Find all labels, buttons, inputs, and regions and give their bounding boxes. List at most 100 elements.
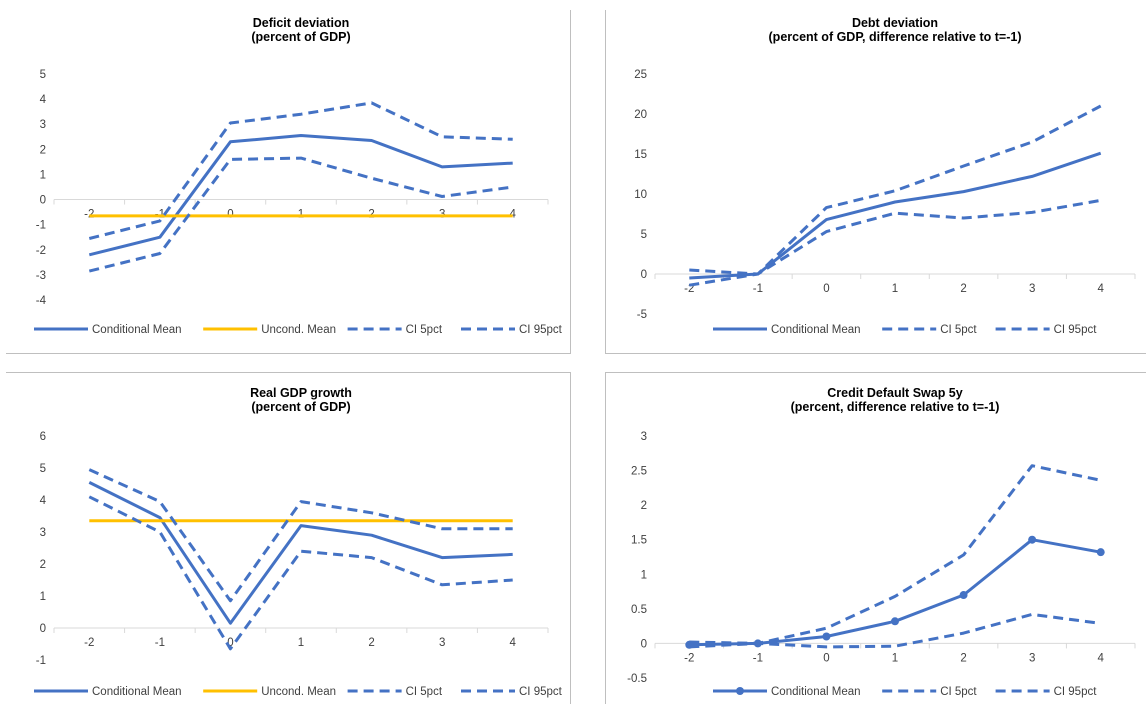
y-tick-label: 4: [40, 495, 47, 507]
y-tick-label: 0: [641, 638, 647, 650]
legend-entry: Conditional Mean: [34, 686, 182, 698]
series-line-conditional-mean: [689, 538, 1101, 647]
x-tick-label: 0: [823, 652, 829, 664]
x-tick-label: -2: [684, 652, 694, 664]
legend-label: CI 95pct: [519, 686, 563, 698]
chart-subtitle: (percent of GDP): [251, 400, 350, 414]
debt-deviation-chart: Debt deviation (percent of GDP, differenc…: [605, 10, 1146, 354]
chart-title: Deficit deviation: [253, 16, 350, 30]
legend-label: Conditional Mean: [92, 324, 182, 336]
legend-entry: CI 95pct: [461, 324, 563, 336]
x-tick-label: 2: [960, 283, 966, 295]
legend-entry: CI 5pct: [882, 324, 977, 336]
x-tick-label: 4: [510, 209, 517, 221]
y-tick-label: 4: [40, 94, 47, 106]
series-line-ci-95pct: [88, 468, 513, 603]
y-tick-label: 1.5: [631, 535, 647, 547]
legend-label: Conditional Mean: [771, 324, 861, 336]
y-tick-label: 0: [40, 195, 46, 207]
y-tick-label: -5: [637, 309, 647, 321]
legend-label: Conditional Mean: [771, 686, 861, 698]
legend-entry: CI 5pct: [347, 686, 443, 698]
chart-title: Debt deviation: [852, 16, 938, 30]
series-line-conditional-mean: [689, 151, 1102, 280]
y-tick-label: 10: [634, 189, 647, 201]
legend-label: Conditional Mean: [92, 686, 182, 698]
series-line-ci-5pct: [88, 156, 513, 273]
y-tick-label: 1: [40, 169, 46, 181]
x-tick-label: 2: [960, 652, 966, 664]
x-tick-label: -2: [84, 637, 94, 649]
legend-entry: CI 95pct: [995, 324, 1098, 336]
y-tick-label: -3: [36, 270, 46, 282]
x-tick-label: 1: [892, 652, 898, 664]
credit-default-swap-chart: Credit Default Swap 5y (percent, differen…: [605, 372, 1146, 704]
y-tick-label: 1: [40, 591, 46, 603]
y-tick-label: 2: [40, 559, 46, 571]
series-line-ci-5pct: [689, 198, 1101, 287]
chart-title: Real GDP growth: [250, 386, 352, 400]
y-tick-label: 25: [634, 69, 647, 81]
y-tick-label: 0: [641, 269, 647, 281]
x-tick-label: -1: [753, 652, 763, 664]
x-tick-label: 3: [1029, 652, 1035, 664]
x-tick-label: 4: [510, 637, 517, 649]
legend-entry: Conditional Mean: [34, 324, 182, 336]
y-tick-label: -0.5: [627, 673, 647, 685]
x-tick-label: 4: [1098, 652, 1105, 664]
legend-entry: Conditional Mean: [713, 324, 861, 336]
legend-label: CI 95pct: [1054, 324, 1098, 336]
legend-entry: CI 95pct: [995, 686, 1098, 698]
legend-entry: Conditional Mean: [713, 686, 861, 698]
x-tick-label: 2: [368, 637, 374, 649]
legend-label: CI 5pct: [940, 686, 977, 698]
legend-label: CI 95pct: [1054, 686, 1098, 698]
y-tick-label: 6: [40, 431, 46, 443]
legend-entry: Uncond. Mean: [203, 686, 336, 698]
series-line-ci-95pct: [88, 101, 513, 240]
x-tick-label: -2: [684, 283, 694, 295]
y-tick-label: 0: [40, 623, 46, 635]
chart-svg: Debt deviation(percent of GDP, differenc…: [605, 10, 1146, 354]
y-tick-label: -2: [36, 245, 46, 257]
series-line-conditional-mean: [88, 134, 513, 257]
y-tick-label: 1: [641, 569, 647, 581]
legend-label: Uncond. Mean: [261, 686, 336, 698]
x-tick-label: 4: [1098, 283, 1105, 295]
chart-svg: Deficit deviation(percent of GDP) -4 -3 -2 -…: [6, 10, 571, 354]
chart-subtitle: (percent of GDP): [251, 30, 350, 44]
x-tick-label: 0: [227, 637, 233, 649]
y-tick-label: 15: [634, 149, 647, 161]
chart-title: Credit Default Swap 5y: [827, 386, 962, 400]
legend-entry: Uncond. Mean: [203, 324, 336, 336]
chart-subtitle: (percent, difference relative to t=-1): [791, 400, 1000, 414]
x-tick-label: -1: [155, 637, 165, 649]
data-point-marker: [1096, 548, 1105, 557]
data-point-marker: [822, 632, 831, 641]
y-tick-label: 2.5: [631, 466, 647, 478]
chart-svg: Credit Default Swap 5y(percent, differen…: [605, 372, 1146, 704]
y-tick-label: -1: [36, 655, 46, 667]
x-tick-label: 1: [298, 637, 304, 649]
series-line-ci-95pct: [689, 464, 1102, 645]
y-tick-label: 5: [641, 229, 647, 241]
data-point-marker: [959, 591, 968, 600]
x-tick-label: -2: [84, 209, 94, 221]
y-tick-label: 2: [40, 144, 46, 156]
y-tick-label: 5: [40, 463, 46, 475]
y-tick-label: 2: [641, 500, 647, 512]
legend-label: CI 5pct: [406, 324, 443, 336]
y-tick-label: 0.5: [631, 604, 647, 616]
series-line-conditional-mean: [88, 481, 513, 625]
chart-subtitle: (percent of GDP, difference relative to …: [769, 30, 1022, 44]
chart-svg: Real GDP growth(percent of GDP) -1 0 1 2 3 4 5 6…: [6, 372, 571, 704]
x-tick-label: 3: [1029, 283, 1035, 295]
y-tick-label: 3: [40, 119, 46, 131]
real-gdp-growth-chart: Real GDP growth (percent of GDP) -1 0 1 2 3 4 5 6…: [6, 372, 571, 704]
y-tick-label: -1: [36, 220, 46, 232]
legend-label: CI 95pct: [519, 324, 563, 336]
x-tick-label: 3: [439, 637, 445, 649]
deficit-deviation-chart: Deficit deviation (percent of GDP) -4 -3 -2 -…: [6, 10, 571, 354]
x-tick-label: 1: [892, 283, 898, 295]
series-line-ci-95pct: [689, 104, 1102, 276]
